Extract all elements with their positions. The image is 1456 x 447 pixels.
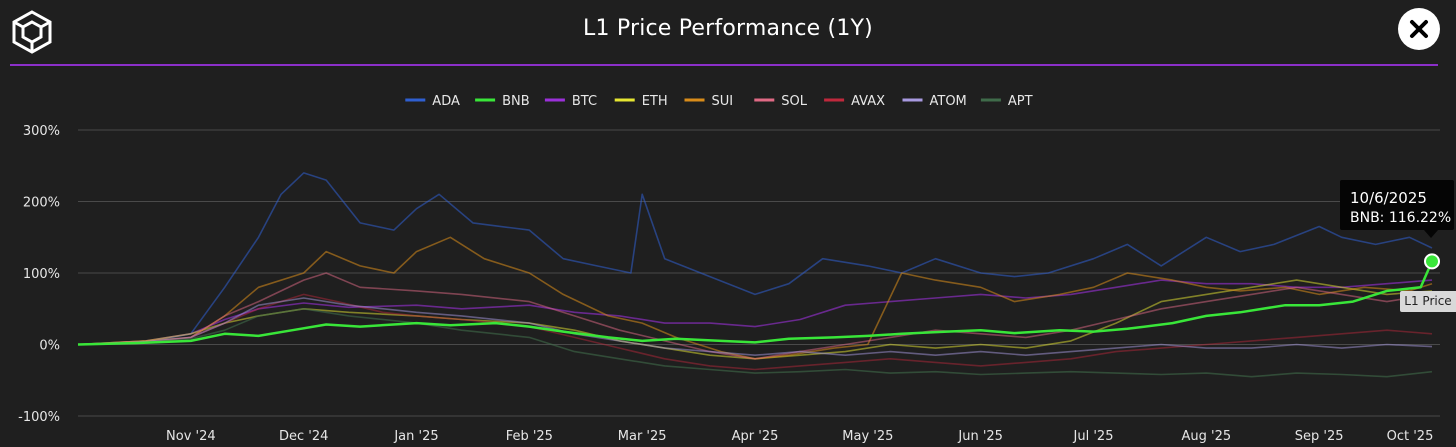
legend-item-eth[interactable]: ETH — [614, 94, 668, 109]
x-tick-label: Jul '25 — [1073, 429, 1114, 444]
legend-item-sol[interactable]: SOL — [754, 94, 808, 109]
x-tick-label: Oct '25 — [1387, 429, 1434, 444]
legend-label: SUI — [712, 94, 734, 109]
series-line-sol — [77, 272, 1433, 360]
legend-item-btc[interactable]: BTC — [544, 94, 597, 109]
x-tick-label: Jan '25 — [393, 429, 438, 444]
header-divider — [10, 64, 1438, 66]
legend-label: BNB — [502, 94, 530, 109]
legend-label: SOL — [781, 94, 807, 109]
page-title: L1 Price Performance (1Y) — [583, 16, 873, 41]
series-line-bnb — [77, 260, 1434, 346]
legend-item-apt[interactable]: APT — [980, 94, 1033, 109]
y-axis: 300% 200% 100% 0% -100% — [18, 124, 60, 425]
x-tick-label: Apr '25 — [732, 429, 779, 444]
x-tick-label: Mar '25 — [618, 429, 667, 444]
close-button[interactable] — [1398, 8, 1440, 50]
series-lines — [77, 172, 1434, 378]
x-tick-label: Nov '24 — [166, 429, 216, 444]
x-tick-label: Dec '24 — [279, 429, 328, 444]
x-tick-label: Feb '25 — [506, 429, 553, 444]
tooltip-value: BNB: 116.22% — [1350, 210, 1452, 226]
legend-item-bnb[interactable]: BNB — [475, 94, 530, 109]
bnb-hover-marker[interactable] — [1424, 253, 1440, 270]
legend-label: APT — [1008, 94, 1033, 109]
x-tick-label: Jun '25 — [957, 429, 1003, 444]
header: L1 Price Performance (1Y) — [0, 0, 1456, 66]
y-tick-label: 100% — [23, 267, 60, 282]
grid — [78, 129, 1440, 417]
legend-label: AVAX — [851, 94, 885, 109]
legend-item-sui[interactable]: SUI — [684, 94, 734, 109]
x-tick-label: Sep '25 — [1295, 429, 1344, 444]
legend-item-ada[interactable]: ADA — [405, 94, 460, 109]
legend-item-atom[interactable]: ATOM — [902, 94, 967, 109]
y-tick-label: 300% — [23, 124, 60, 139]
series-line-btc — [77, 279, 1433, 346]
x-tick-label: May '25 — [842, 429, 893, 444]
x-axis: Nov '24 Dec '24 Jan '25 Feb '25 Mar '25 Apr '… — [166, 429, 1433, 444]
series-line-atom — [77, 297, 1433, 356]
legend-label: ETH — [642, 94, 668, 109]
series-tag: L1 Price — [1400, 291, 1456, 312]
y-tick-label: -100% — [18, 410, 60, 425]
legend-item-avax[interactable]: AVAX — [824, 94, 885, 109]
x-tick-label: Aug '25 — [1182, 429, 1232, 444]
legend-label: BTC — [572, 94, 597, 109]
series-line-apt — [77, 308, 1433, 378]
tooltip: 10/6/2025 BNB: 116.22% — [1340, 180, 1454, 238]
tooltip-arrow — [1424, 230, 1438, 238]
legend: ADA BNB BTC ETH SUI SOL AVAX ATOM APT — [405, 94, 1033, 109]
y-tick-label: 0% — [39, 339, 60, 354]
legend-label: ADA — [432, 94, 460, 109]
legend-label: ATOM — [930, 94, 967, 109]
tooltip-date: 10/6/2025 — [1350, 189, 1427, 207]
series-line-ada — [77, 172, 1433, 346]
cube-logo-icon — [10, 10, 54, 54]
series-line-eth — [77, 279, 1433, 360]
series-line-avax — [77, 293, 1433, 371]
close-icon — [1410, 20, 1428, 38]
y-tick-label: 200% — [23, 196, 60, 211]
